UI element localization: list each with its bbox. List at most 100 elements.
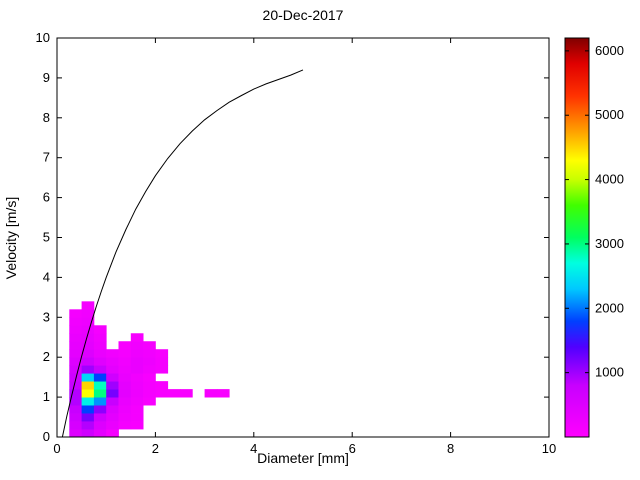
heatmap-cell — [93, 405, 107, 414]
heatmap-cell — [106, 373, 119, 382]
heatmap-cell — [130, 349, 144, 358]
heatmap-cell — [81, 421, 95, 430]
x-tick-label: 6 — [349, 441, 356, 456]
heatmap-cell — [143, 389, 156, 398]
heatmap-cell — [106, 413, 119, 422]
heatmap-cell — [106, 429, 119, 437]
heatmap-cell — [81, 429, 95, 437]
heatmap-cell — [155, 357, 169, 366]
heatmap-cell — [93, 325, 107, 334]
heatmap-cell — [180, 389, 193, 398]
heatmap-cell — [81, 325, 95, 334]
y-tick-label: 7 — [43, 150, 50, 165]
colorbar-tick-label: 1000 — [595, 365, 624, 380]
heatmap-layer — [69, 301, 230, 437]
heatmap-cell — [106, 349, 119, 358]
heatmap-cell — [130, 357, 144, 366]
heatmap-cell — [93, 365, 107, 374]
heatmap-cell — [69, 325, 82, 334]
heatmap-cell — [81, 373, 95, 382]
heatmap-cell — [155, 365, 169, 374]
colorbar-gradient — [564, 37, 590, 438]
y-tick-label: 8 — [43, 110, 50, 125]
heatmap-cell — [143, 397, 156, 406]
heatmap-cell — [93, 397, 107, 406]
y-tick-label: 2 — [43, 349, 50, 364]
x-tick-label: 2 — [152, 441, 159, 456]
plot-title: 20-Dec-2017 — [263, 7, 344, 23]
colorbar-tick-label: 5000 — [595, 107, 624, 122]
heatmap-cell — [143, 373, 156, 382]
heatmap-cell — [155, 349, 169, 358]
heatmap-cell — [118, 413, 132, 422]
heatmap-cell — [118, 397, 132, 406]
heatmap-cell — [81, 389, 95, 398]
heatmap-cell — [143, 341, 156, 350]
y-tick-label: 9 — [43, 70, 50, 85]
heatmap-cell — [93, 389, 107, 398]
heatmap-cell — [69, 365, 82, 374]
x-tick-label: 8 — [447, 441, 454, 456]
heatmap-cell — [93, 357, 107, 366]
heatmap-cell — [93, 373, 107, 382]
y-tick-label: 1 — [43, 389, 50, 404]
heatmap-cell — [143, 357, 156, 366]
heatmap-cell — [143, 365, 156, 374]
heatmap-cell — [93, 429, 107, 437]
heatmap-cell — [81, 365, 95, 374]
heatmap-cell — [130, 341, 144, 350]
heatmap-cell — [93, 333, 107, 342]
x-tick-label: 10 — [542, 441, 556, 456]
heatmap-cell — [130, 397, 144, 406]
heatmap-cell — [81, 317, 95, 326]
heatmap-cell — [69, 349, 82, 358]
heatmap-cell — [130, 381, 144, 390]
colorbar-tick-label: 2000 — [595, 300, 624, 315]
heatmap-cell — [81, 341, 95, 350]
heatmap-cell — [130, 389, 144, 398]
colorbar-ticks: 1000 2000 3000 4000 5000 6000 — [565, 43, 624, 380]
colorbar-tick-label: 4000 — [595, 172, 624, 187]
y-tick-label: 6 — [43, 190, 50, 205]
heatmap-cell — [130, 333, 144, 342]
heatmap-cell — [216, 389, 230, 398]
colorbar-tick-label: 6000 — [595, 43, 624, 58]
heatmap-cell — [69, 357, 82, 366]
heatmap-cell — [69, 381, 82, 390]
heatmap-cell — [130, 373, 144, 382]
heatmap-cell — [130, 405, 144, 414]
heatmap-cell — [81, 309, 95, 318]
heatmap-cell — [130, 413, 144, 422]
heatmap-cell — [93, 421, 107, 430]
heatmap-cell — [118, 365, 132, 374]
x-tick-label: 4 — [250, 441, 257, 456]
colorbar: 1000 2000 3000 4000 5000 6000 — [564, 37, 624, 438]
heatmap-cell — [69, 333, 82, 342]
heatmap-cell — [106, 357, 119, 366]
heatmap-cell — [93, 413, 107, 422]
y-tick-label: 3 — [43, 309, 50, 324]
heatmap-cell — [81, 397, 95, 406]
heatmap-cell — [81, 413, 95, 422]
heatmap-cell — [143, 381, 156, 390]
terminal-velocity-curve — [61, 69, 304, 437]
heatmap-cell — [118, 357, 132, 366]
heatmap-cell — [118, 405, 132, 414]
heatmap-cell — [130, 365, 144, 374]
y-tick-label: 4 — [43, 269, 50, 284]
heatmap-cell — [93, 349, 107, 358]
heatmap-cell — [81, 301, 95, 310]
heatmap-cell — [81, 357, 95, 366]
colorbar-tick-label: 3000 — [595, 236, 624, 251]
heatmap-cell — [106, 381, 119, 390]
heatmap-cell — [81, 349, 95, 358]
heatmap-cell — [167, 389, 181, 398]
heatmap-cell — [106, 421, 119, 430]
heatmap-cell — [81, 381, 95, 390]
heatmap-cell — [81, 405, 95, 414]
heatmap-cell — [118, 381, 132, 390]
heatmap-cell — [69, 413, 82, 422]
heatmap-cell — [93, 381, 107, 390]
